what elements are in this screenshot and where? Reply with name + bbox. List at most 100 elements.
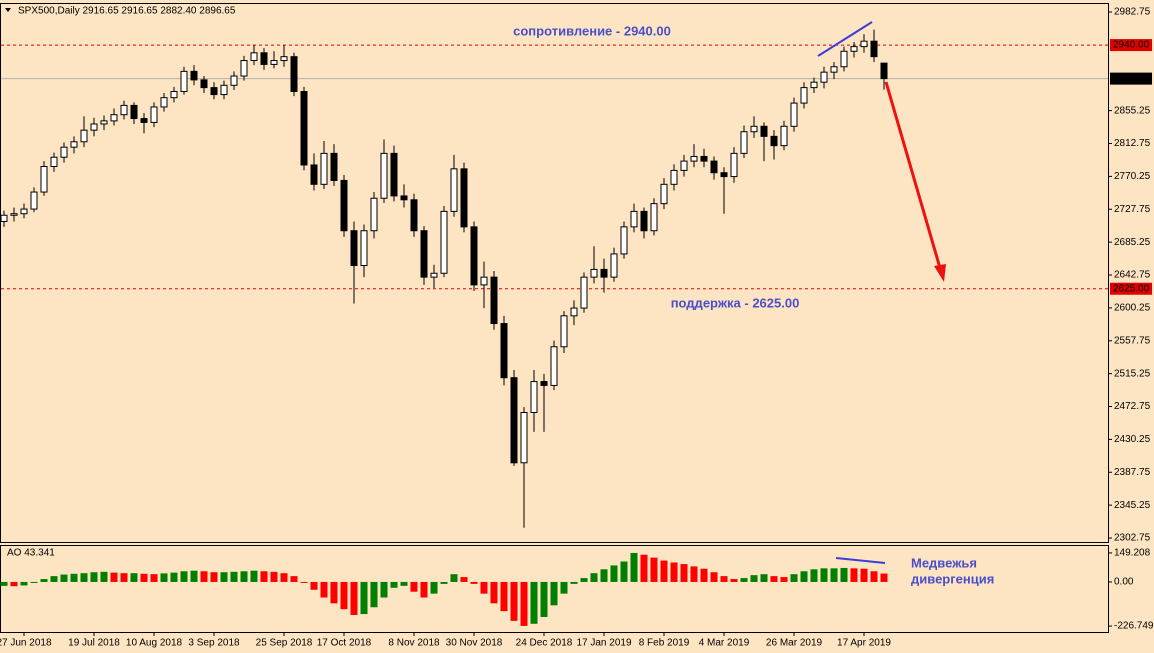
forecast-arrow bbox=[884, 81, 942, 269]
ao-bar bbox=[790, 574, 798, 582]
candle-body bbox=[780, 125, 788, 147]
ao-bar bbox=[380, 581, 388, 598]
candle-body bbox=[770, 135, 778, 147]
ao-bar bbox=[110, 572, 118, 582]
candle-body bbox=[830, 66, 838, 73]
ao-bar bbox=[610, 565, 618, 582]
candle-body bbox=[710, 160, 718, 174]
candle-body bbox=[240, 60, 248, 77]
candle-body bbox=[870, 40, 878, 58]
ao-bar bbox=[650, 557, 658, 582]
ao-bar bbox=[590, 573, 598, 582]
candle-body bbox=[380, 152, 388, 199]
y-tick-label: 2515.25 bbox=[1114, 368, 1151, 379]
candle-body bbox=[80, 129, 88, 143]
ao-bar bbox=[420, 581, 428, 598]
y-tick-label: 2387.75 bbox=[1114, 467, 1151, 478]
candle-body bbox=[510, 377, 518, 464]
support-note: поддержка - 2625.00 bbox=[671, 295, 800, 310]
ao-bar bbox=[20, 581, 28, 586]
ao-bar bbox=[400, 581, 408, 586]
ao-bar bbox=[330, 581, 338, 604]
ao-bar bbox=[800, 571, 808, 582]
candle-body bbox=[690, 155, 698, 162]
candle-body bbox=[520, 412, 528, 464]
candle-body bbox=[10, 213, 18, 216]
main-frame bbox=[0, 3, 1109, 543]
candle-body bbox=[390, 152, 398, 197]
candle-body bbox=[850, 46, 858, 52]
candle-body bbox=[660, 183, 668, 205]
candle-body bbox=[840, 50, 848, 68]
ao-bar bbox=[480, 581, 488, 594]
candle-body bbox=[740, 131, 748, 154]
candle-body bbox=[580, 276, 588, 309]
ao-bar bbox=[600, 569, 608, 582]
y-tick-label: 149.208 bbox=[1114, 548, 1151, 559]
candle-body bbox=[820, 71, 828, 83]
ao-bar bbox=[340, 581, 348, 610]
ao-bar bbox=[500, 581, 508, 612]
ao-bar bbox=[370, 581, 378, 608]
candle-body bbox=[210, 87, 218, 96]
ao-bar bbox=[670, 562, 678, 582]
ao-bar bbox=[780, 577, 788, 582]
candle-body bbox=[110, 114, 118, 122]
level-label-box bbox=[1110, 39, 1152, 52]
candle-body bbox=[120, 104, 128, 116]
candle-body bbox=[550, 346, 558, 386]
ao-bar bbox=[120, 573, 128, 582]
ao-bar bbox=[60, 574, 68, 582]
ao-bar bbox=[730, 579, 738, 582]
candle-body bbox=[730, 152, 738, 178]
ao-bar bbox=[30, 581, 38, 583]
ao-bar bbox=[570, 581, 578, 584]
x-tick-label: 17 Jan 2019 bbox=[576, 638, 631, 649]
ao-bar bbox=[690, 566, 698, 582]
resistance-note: сопротивление - 2940.00 bbox=[513, 23, 671, 38]
candle-body bbox=[560, 315, 568, 348]
ao-bar bbox=[40, 579, 48, 582]
ao-bar bbox=[630, 552, 638, 582]
candle-body bbox=[20, 208, 28, 215]
ao-bar bbox=[190, 570, 198, 582]
x-tick-label: 30 Nov 2018 bbox=[446, 638, 503, 649]
candle-body bbox=[250, 52, 258, 62]
candle-body bbox=[60, 146, 68, 158]
ao-bar bbox=[720, 576, 728, 582]
x-tick-label: 27 Jun 2018 bbox=[0, 638, 52, 649]
ao-bar bbox=[550, 581, 558, 606]
candle-body bbox=[720, 172, 728, 178]
candle-body bbox=[160, 97, 168, 108]
candle-body bbox=[360, 230, 368, 267]
y-tick-label: 2855.25 bbox=[1114, 105, 1151, 116]
candle-body bbox=[310, 164, 318, 185]
candle-body bbox=[370, 197, 378, 232]
y-tick-label: 2557.75 bbox=[1114, 335, 1151, 346]
y-tick-label: 2685.25 bbox=[1114, 237, 1151, 248]
ao-title: AO 43.341 bbox=[7, 548, 55, 559]
ao-bar bbox=[490, 581, 498, 604]
ao-bar bbox=[200, 571, 208, 582]
candle-body bbox=[330, 152, 338, 181]
x-tick-label: 24 Dec 2018 bbox=[516, 638, 573, 649]
y-tick-label: 2812.75 bbox=[1114, 138, 1151, 149]
candle-body bbox=[600, 268, 608, 278]
x-tick-label: 26 Mar 2019 bbox=[766, 638, 823, 649]
ao-bar bbox=[280, 573, 288, 582]
candle-body bbox=[450, 168, 458, 212]
ao-bar bbox=[70, 573, 78, 582]
candle-body bbox=[420, 230, 428, 278]
x-tick-label: 17 Apr 2019 bbox=[837, 638, 891, 649]
y-tick-label: 2430.25 bbox=[1114, 434, 1151, 445]
ao-bar bbox=[850, 568, 858, 582]
candle-body bbox=[860, 40, 868, 48]
level-label: 2940.00 bbox=[1113, 40, 1150, 51]
candle-body bbox=[790, 102, 798, 127]
ao-bar bbox=[100, 571, 108, 582]
candle-body bbox=[410, 199, 418, 232]
candle-body bbox=[590, 268, 598, 278]
ao-bar bbox=[560, 581, 568, 594]
ao-bar bbox=[440, 581, 448, 584]
x-tick-label: 8 Feb 2019 bbox=[639, 638, 690, 649]
